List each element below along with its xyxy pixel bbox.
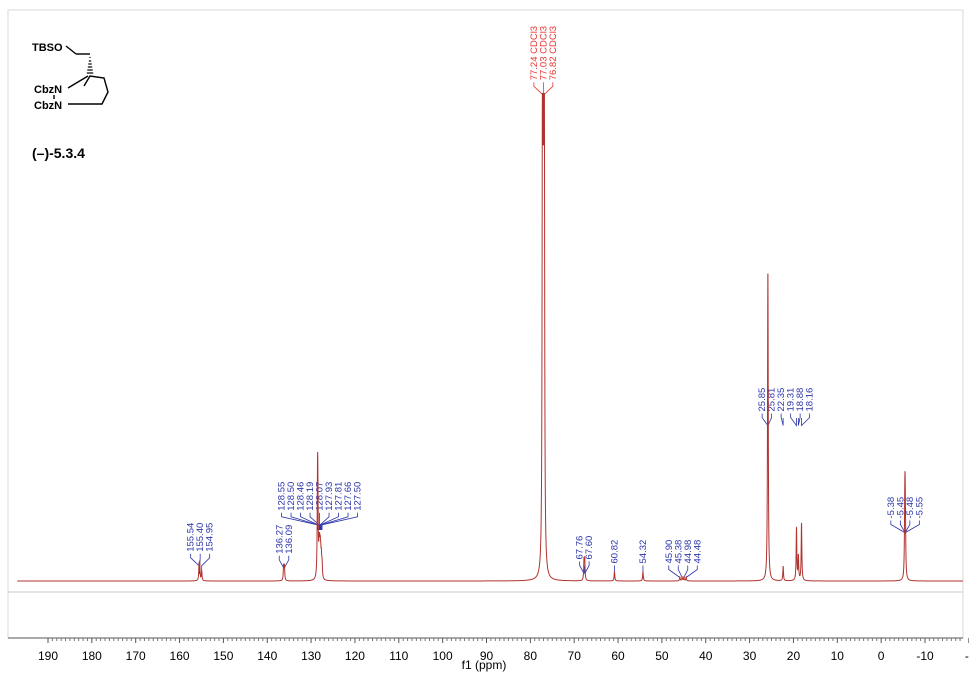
ring-bonds (68, 75, 109, 105)
peak-label: -5.48 (905, 497, 916, 519)
peak-label: 127.93 (324, 482, 335, 511)
compound-label: (–)-5.3.4 (32, 145, 85, 161)
x-tick-label: -2 (965, 649, 969, 663)
peak-leader-line (319, 512, 330, 530)
x-tick-label: -10 (916, 649, 934, 663)
peak-leader-line (290, 512, 319, 530)
x-tick-label: 160 (170, 649, 190, 663)
x-tick-label: 70 (568, 649, 582, 663)
peak-label: 18.16 (805, 388, 816, 412)
peak-label: 155.40 (195, 523, 206, 552)
x-tick-label: 120 (345, 649, 365, 663)
peak-label: 19.31 (786, 388, 797, 412)
peak-label: 76.82 CDCl3 (548, 26, 559, 80)
x-tick-label: 30 (743, 649, 757, 663)
peak-label: 127.50 (353, 482, 364, 511)
molecule-label-cbzn-bottom: CbzN (34, 100, 62, 112)
peak-label: 155.54 (186, 523, 197, 552)
peak-leader-line (543, 82, 554, 102)
x-tick-label: 20 (787, 649, 801, 663)
peak-label: -5.45 (895, 497, 906, 519)
x-tick-label: 170 (126, 649, 146, 663)
x-tick-label: 190 (38, 649, 58, 663)
peak-leader-line (533, 82, 543, 102)
x-tick-label: 10 (831, 649, 845, 663)
peak-label: 67.60 (584, 536, 595, 560)
peak-label: 54.32 (638, 540, 649, 564)
x-tick-label: 0 (878, 649, 885, 663)
peak-label: 44.48 (692, 540, 703, 564)
peak-label: 18.88 (795, 388, 806, 412)
peak-label: 25.85 (757, 388, 768, 412)
x-tick-label: 140 (257, 649, 277, 663)
x-tick-label: 50 (655, 649, 669, 663)
peak-label: 128.46 (296, 482, 307, 511)
x-axis-ticks: 190 180 170 160 150 140 130 120 110 100 90 80 70 60 50… (38, 638, 969, 663)
x-tick-label: 130 (301, 649, 321, 663)
peak-leader-line (309, 512, 320, 530)
peak-label: 128.19 (305, 482, 316, 511)
molecule-structure: TBSO CbzN CbzN (–)-5.3.4 (32, 42, 109, 161)
peak-label: 136.09 (284, 525, 295, 554)
peak-label: 127.66 (343, 482, 354, 511)
peak-leader-line (190, 553, 200, 574)
peak-leader-line (905, 520, 920, 534)
peak-leader-line (283, 555, 290, 568)
x-tick-label: 100 (433, 649, 453, 663)
peak-label: 44.98 (683, 540, 694, 564)
peak-label: 154.95 (205, 523, 216, 552)
x-tick-label: 110 (389, 649, 408, 663)
peak-label: 45.38 (673, 540, 684, 564)
peak-leader-line (790, 413, 797, 427)
x-axis-label: f1 (ppm) (462, 658, 507, 672)
peak-label: 77.24 CDCl3 (529, 26, 540, 80)
peak-label: 60.82 (609, 540, 620, 564)
peak-leader-line (761, 413, 769, 427)
peak-label: -5.38 (886, 497, 897, 519)
x-tick-label: 90 (480, 649, 494, 663)
hashed-wedge-bond (86, 57, 94, 74)
peak-label: 128.55 (277, 482, 288, 511)
peak-label: 45.90 (664, 540, 675, 564)
peak-label: 22.35 (776, 388, 787, 412)
x-tick-label: 80 (524, 649, 538, 663)
spectrum-trace (17, 92, 963, 582)
x-tick-label: 40 (699, 649, 713, 663)
peak-leader-line (780, 413, 784, 426)
bond-o-ch2 (65, 45, 77, 55)
peak-leader-line (677, 565, 683, 578)
peak-label: 67.76 (575, 536, 586, 560)
peak-leader-line (683, 565, 689, 578)
peak-leader-line (801, 413, 811, 427)
peak-label: 25.81 (767, 388, 778, 412)
peak-leader-line (320, 512, 349, 530)
molecule-label-cbzn-top: CbzN (34, 84, 62, 96)
x-tick-label: 60 (611, 649, 625, 663)
peak-label: 77.03 CDCl3 (538, 26, 549, 80)
peak-leader-line (797, 413, 801, 426)
peak-label: 127.81 (334, 482, 345, 511)
peak-label: -5.55 (914, 497, 925, 519)
peak-label: 128.50 (286, 482, 297, 511)
peak-leader-line (278, 555, 285, 568)
plot-frame (7, 9, 964, 639)
peak-label: 128.07 (315, 482, 326, 511)
peak-leader-line (201, 553, 211, 574)
x-tick-label: 180 (82, 649, 102, 663)
peak-label-group: 128.55128.50128.46128.19128.07127.93127.… (277, 482, 364, 530)
molecule-label-tbso: TBSO (32, 42, 63, 54)
peak-label: 136.27 (274, 525, 285, 554)
peak-leader-line (890, 520, 906, 534)
x-tick-label: 150 (213, 649, 233, 663)
peak-leader-line (320, 512, 339, 530)
bond-n-c2 (67, 75, 89, 89)
peak-leader-line (321, 512, 358, 530)
